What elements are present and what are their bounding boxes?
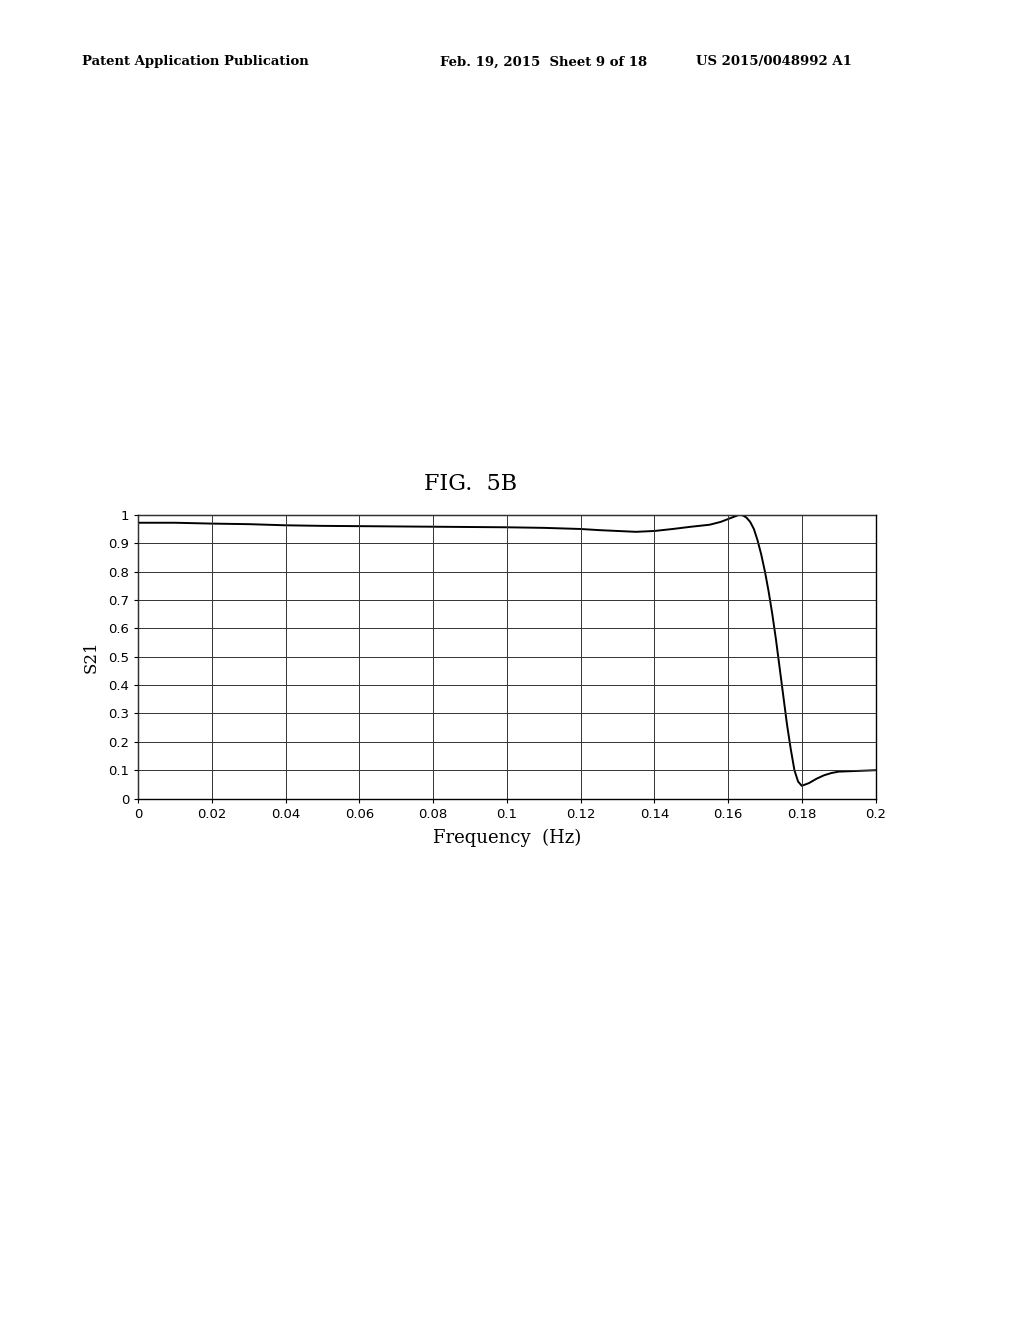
Text: Feb. 19, 2015  Sheet 9 of 18: Feb. 19, 2015 Sheet 9 of 18 — [440, 55, 647, 69]
X-axis label: Frequency  (Hz): Frequency (Hz) — [433, 829, 581, 847]
Text: US 2015/0048992 A1: US 2015/0048992 A1 — [696, 55, 852, 69]
Y-axis label: S21: S21 — [83, 640, 100, 673]
Text: Patent Application Publication: Patent Application Publication — [82, 55, 308, 69]
Text: FIG.  5B: FIG. 5B — [425, 473, 517, 495]
